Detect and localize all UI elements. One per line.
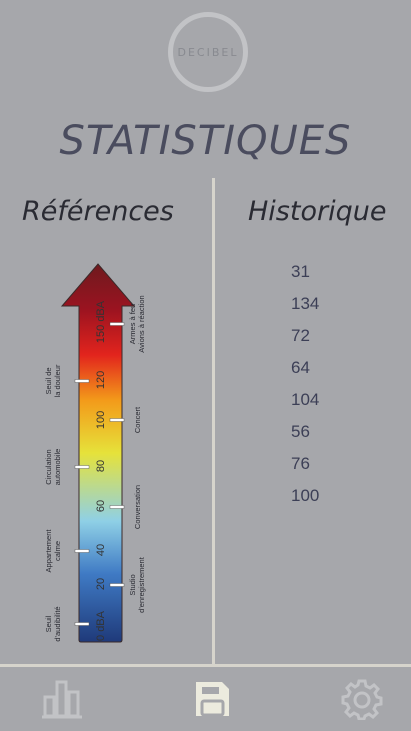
column-divider [212, 178, 215, 664]
decibel-scale: 0 dBA 20 40 60 80 100 120 150 dBA Seuild'audibi… [44, 263, 146, 643]
app-logo: DECIBEL [168, 12, 248, 92]
scale-tick-label: 60 [95, 500, 107, 512]
nav-save-button[interactable] [188, 675, 236, 723]
save-icon [196, 682, 229, 717]
scale-tick-label: 20 [95, 578, 107, 590]
history-item[interactable]: 134 [291, 294, 320, 313]
scale-marker [109, 322, 125, 326]
history-list: 31 134 72 64 104 56 76 100 [291, 262, 319, 518]
scale-tick-label: 0 dBA [95, 610, 107, 641]
history-item[interactable]: 72 [291, 326, 310, 345]
scale-annotation: Armes à feuAvions à réaction [128, 295, 146, 352]
page-title: STATISTIQUES [59, 118, 352, 164]
scale-marker [74, 549, 90, 553]
scale-tick-label: 100 [95, 411, 107, 429]
history-header: Historique [248, 196, 387, 227]
settings-icon [341, 679, 383, 720]
history-item[interactable]: 31 [291, 262, 310, 281]
logo-text: DECIBEL [177, 45, 239, 59]
scale-arrow [60, 263, 136, 643]
history-item[interactable]: 104 [291, 390, 320, 409]
history-item[interactable]: 100 [291, 486, 320, 505]
scale-annotation: Concert [133, 406, 142, 433]
nav-settings-button[interactable] [338, 675, 386, 723]
navbar-divider [0, 664, 411, 667]
scale-tick-label: 80 [95, 460, 107, 472]
scale-annotation: Appartementcalme [44, 529, 62, 573]
scale-marker [74, 465, 90, 469]
scale-marker [74, 379, 90, 383]
references-header: Références [22, 196, 174, 227]
history-item[interactable]: 76 [291, 454, 310, 473]
scale-marker [109, 505, 125, 509]
history-item[interactable]: 64 [291, 358, 310, 377]
scale-tick-label: 120 [95, 371, 107, 389]
scale-annotation: Seuil dela douleur [44, 364, 62, 397]
history-item[interactable]: 56 [291, 422, 310, 441]
scale-tick-label: 40 [95, 544, 107, 556]
scale-annotation: Circulationautomobile [44, 449, 62, 486]
scale-tick-label: 150 dBA [95, 300, 107, 343]
scale-annotation: Studiod'enregistrement [128, 556, 146, 613]
scale-marker [74, 622, 90, 626]
scale-marker [109, 418, 125, 422]
scale-annotation: Seuild'audibilité [44, 606, 62, 641]
scale-marker [109, 583, 125, 587]
bottom-navbar [0, 667, 411, 731]
scale-annotation: Conversation [133, 485, 142, 529]
nav-stats-button[interactable] [38, 675, 86, 723]
stats-icon [42, 680, 82, 719]
